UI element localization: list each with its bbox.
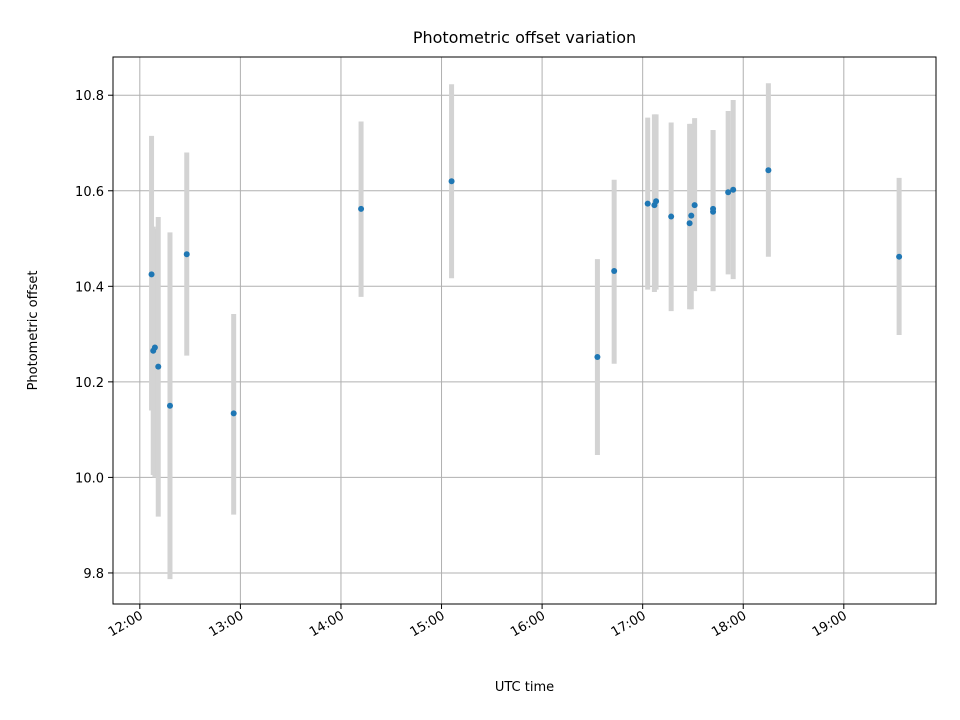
x-axis-label: UTC time (495, 680, 554, 695)
data-point (691, 202, 698, 209)
data-point (151, 344, 158, 351)
data-point (710, 205, 717, 212)
data-point (686, 220, 693, 227)
y-tick-label: 10.2 (75, 376, 104, 391)
data-point (358, 205, 365, 212)
y-tick-label: 9.8 (83, 567, 104, 582)
data-point (155, 363, 162, 370)
data-point (653, 198, 660, 205)
data-point (765, 167, 772, 174)
chart-title: Photometric offset variation (413, 28, 636, 47)
y-tick-label: 10.8 (75, 89, 104, 104)
data-point (611, 268, 618, 275)
plot-frame (112, 56, 937, 605)
data-point (688, 212, 695, 219)
data-point (448, 178, 455, 185)
data-point (148, 271, 155, 278)
data-point (668, 213, 675, 220)
data-point (183, 251, 190, 258)
data-point (230, 410, 237, 417)
data-point (730, 186, 737, 193)
y-tick-label: 10.4 (75, 280, 104, 295)
y-axis-label: Photometric offset (26, 271, 41, 391)
grid-lines (113, 57, 936, 604)
y-tick-label: 10.0 (75, 471, 104, 486)
data-point (594, 354, 601, 361)
y-tick-label: 10.6 (75, 185, 104, 200)
data-point (644, 200, 651, 207)
data-point (725, 189, 732, 196)
data-points (148, 167, 903, 417)
data-point (896, 253, 903, 260)
y-axis-ticks: 9.8 10.0 10.2 10.4 10.6 10.8 (75, 89, 113, 582)
data-point (166, 402, 173, 409)
